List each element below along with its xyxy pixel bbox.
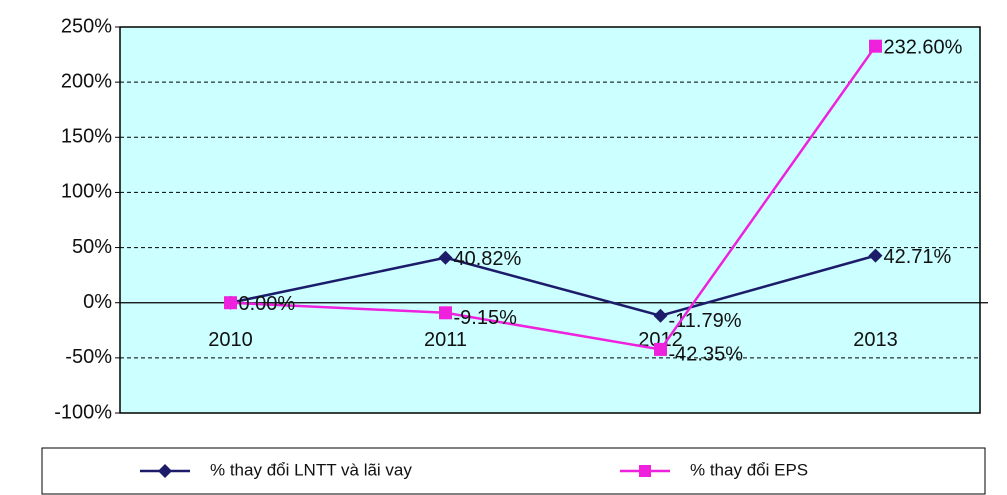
marker [654, 342, 667, 356]
data-label: 40.82% [454, 248, 522, 270]
y-tick-label: 200% [61, 70, 112, 92]
y-tick-label: -100% [54, 401, 112, 423]
legend-marker [158, 464, 172, 478]
y-tick-label: 50% [72, 236, 112, 258]
legend-box [41, 447, 986, 495]
marker [224, 296, 237, 310]
data-label: 42.71% [884, 246, 952, 268]
legend-label: % thay đổi EPS [690, 460, 808, 479]
legend-label: % thay đổi LNTT và lãi vay [210, 460, 412, 479]
data-label: -42.35% [669, 344, 744, 366]
x-tick-label: 2011 [424, 329, 467, 351]
marker [438, 250, 453, 265]
data-label: 0.00% [239, 293, 296, 315]
series-line [230, 45, 877, 351]
x-tick-label: 2010 [208, 329, 253, 351]
legend-marker [639, 465, 651, 477]
data-label: 232.60% [884, 36, 963, 58]
marker [868, 248, 883, 263]
marker [439, 306, 452, 320]
y-tick-label: 250% [61, 15, 112, 37]
data-label: -11.79% [669, 310, 742, 332]
y-tick-label: 150% [61, 126, 112, 148]
y-tick-label: 0% [83, 291, 112, 313]
x-tick-label: 2013 [853, 329, 898, 351]
data-label: -9.15% [454, 307, 518, 329]
plot-area [119, 26, 981, 414]
marker [869, 39, 882, 53]
series-line [230, 254, 876, 318]
marker [653, 308, 668, 323]
y-tick-label: -50% [65, 346, 112, 368]
y-tick-label: 100% [61, 181, 112, 203]
